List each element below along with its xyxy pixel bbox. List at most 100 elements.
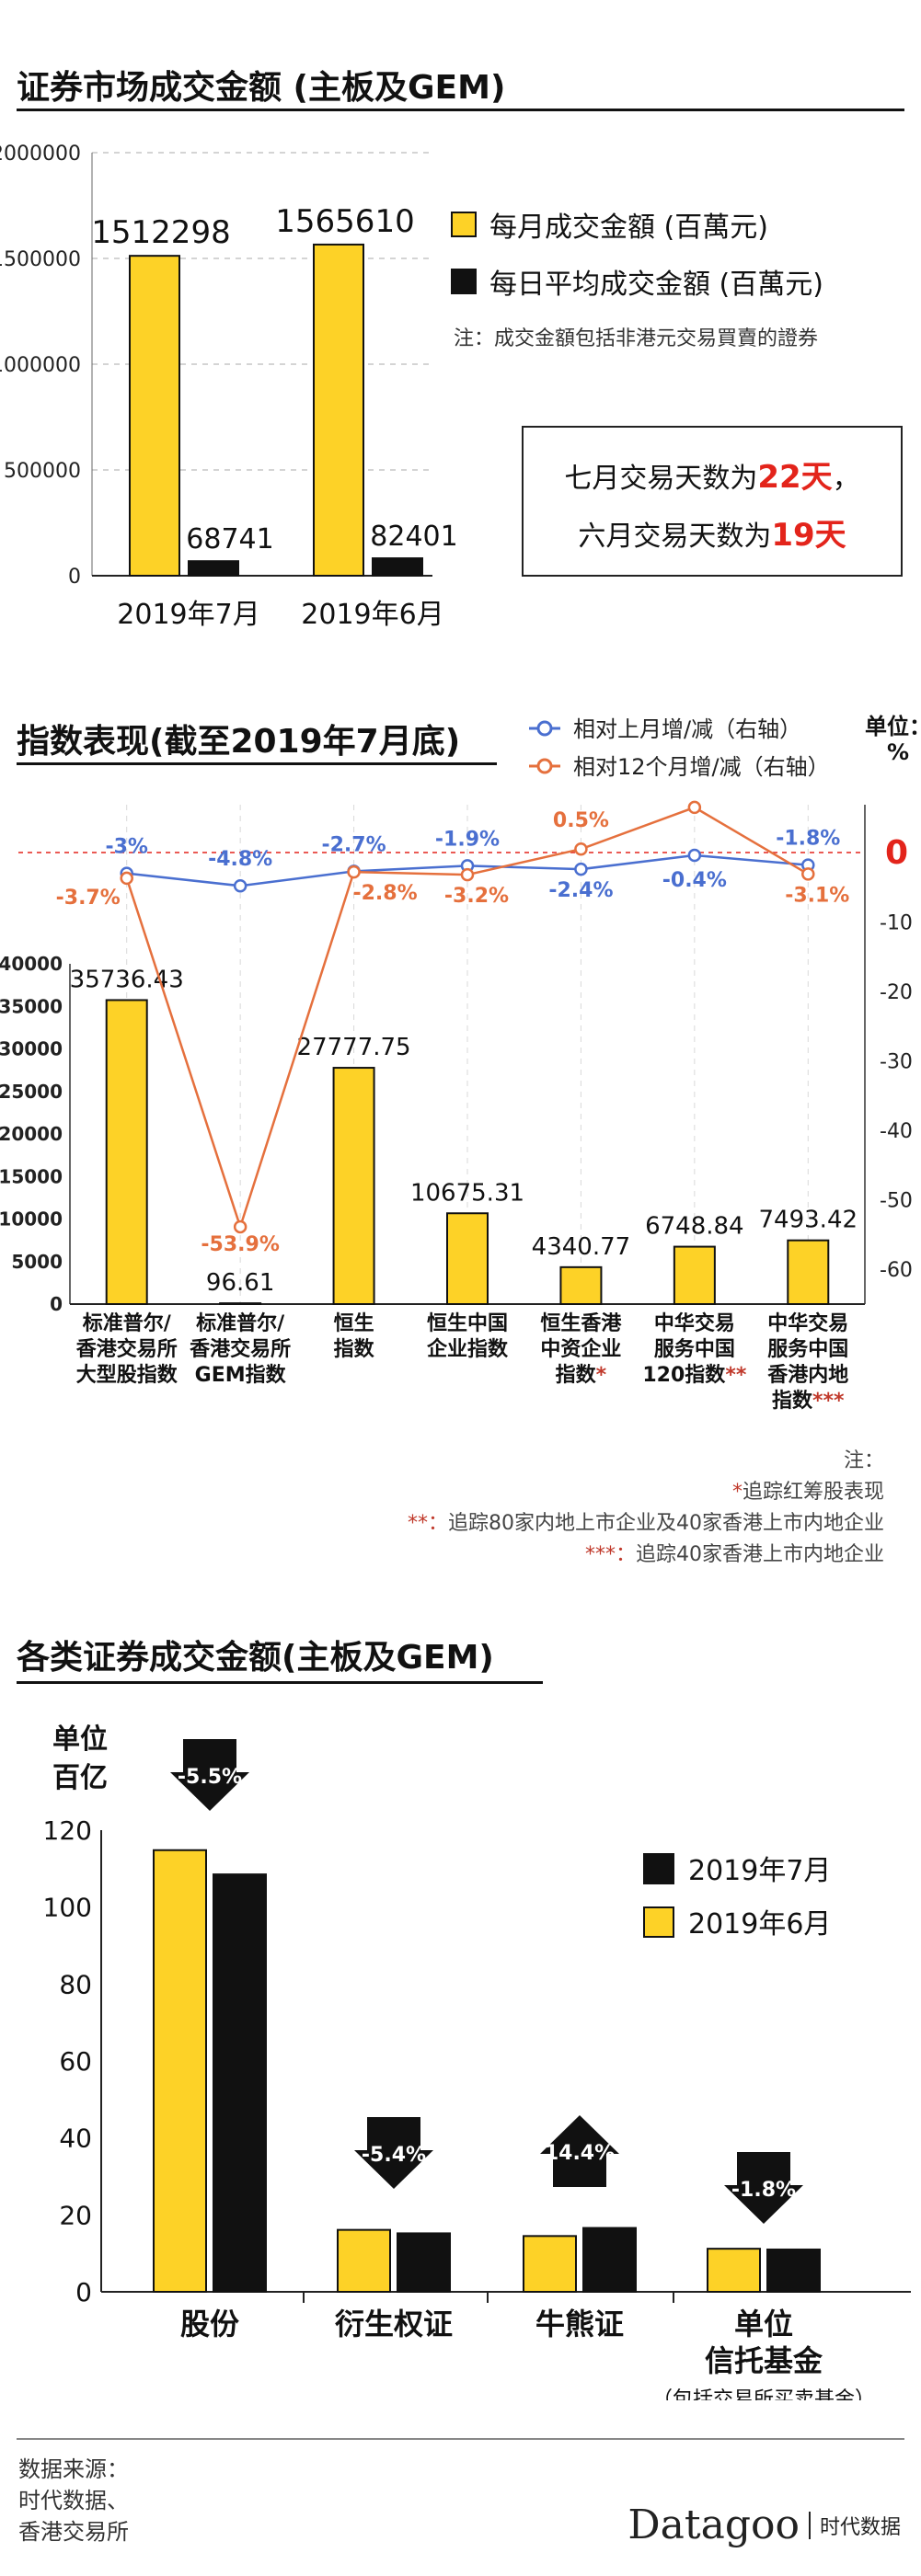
mom-label: -1.9%: [435, 828, 500, 851]
yoy-label: -3.7%: [56, 887, 121, 910]
index-bar-value: 7493.42: [759, 1207, 858, 1234]
up-arrow-icon: [540, 2115, 619, 2187]
securities-bar-july: [397, 2232, 451, 2293]
turnover-note: 注：成交金額包括非港元交易買賣的證券: [454, 327, 819, 350]
securities-y-tick: 100: [43, 1893, 92, 1923]
mom-label: -0.4%: [662, 869, 727, 892]
turnover-bar-monthly: [313, 243, 364, 577]
brand-subtitle: 时代数据: [819, 2515, 901, 2539]
brand-divider: [808, 2511, 811, 2539]
index-bar: [105, 999, 148, 1305]
june-days: 六月交易天数为19天: [524, 509, 901, 555]
turnover-category-label: 2019年6月: [301, 599, 443, 631]
mom-label: -1.8%: [776, 828, 840, 851]
securities-change-label: -5.5%: [178, 1766, 242, 1789]
legend-marker-yoy: [536, 758, 553, 774]
turnover-bar-daily: [188, 560, 239, 578]
index-left-tick: 15000: [0, 1165, 63, 1187]
index-notes-label: 注：: [843, 1449, 884, 1472]
yoy-point: [687, 800, 702, 815]
index-lines: -3% -4.8% -2.7% -1.9% -2.4% -0.4% -1.8% -3.7% -5…: [56, 786, 850, 1256]
june-days-value: 19天: [771, 517, 846, 554]
legend-swatch-monthly: [451, 212, 477, 237]
index-note-2: **：追踪80家内地上市企业及40家香港上市内地企业: [408, 1508, 884, 1540]
index-right-tick: -60: [880, 1259, 913, 1282]
index-bar: [559, 1265, 603, 1306]
mom-label: -3%: [105, 836, 147, 859]
index-bar-value: 10675.31: [410, 1179, 524, 1207]
index-bar: [673, 1245, 716, 1306]
turnover-labels: 1512298 68741 2019年7月 1565610 82401 2019年6月: [91, 203, 457, 631]
turnover-bars: [129, 243, 423, 578]
securities-legend-june-swatch: [643, 1906, 674, 1938]
trading-days-box: 七月交易天数为22天， 六月交易天数为19天: [522, 426, 903, 577]
securities-chart: 0 20 40 60 80 100 120 -5.5% -5.4% 14.4% -1.8% 股份 衍…: [43, 1739, 911, 2400]
index-left-tick: 10000: [0, 1208, 63, 1231]
index-note-2-text: 追踪80家内地上市企业及40家香港上市内地企业: [448, 1512, 884, 1535]
yoy-label: -3.2%: [444, 885, 509, 908]
index-note-2-mark: **：: [407, 1512, 448, 1535]
securities-bar-june: [523, 2235, 577, 2294]
securities-y-tick: 120: [43, 1815, 92, 1846]
yoy-label: 6.5%: [666, 786, 722, 791]
securities-bar-july: [213, 1873, 267, 2293]
securities-category-label: 牛熊证: [535, 2307, 624, 2341]
index-legend: 相对上月增/减（右轴） 相对12个月增/减（右轴）: [529, 716, 830, 780]
july-days-prefix: 七月交易天数为: [564, 463, 758, 495]
yoy-point: [801, 867, 815, 881]
securities-y-tick: 80: [59, 1969, 92, 1999]
turnover-y-tick: 1500000: [0, 248, 81, 271]
securities-change-arrows: -5.5% -5.4% 14.4% -1.8%: [170, 1739, 803, 2224]
index-note-3: ***：追踪40家香港上市内地企业: [408, 1540, 884, 1571]
yoy-point: [120, 871, 133, 886]
turnover-category-label: 2019年7月: [117, 599, 259, 631]
index-bar-value: 4340.77: [532, 1233, 631, 1261]
securities-legend: 2019年7月 2019年6月: [643, 1853, 831, 1941]
index-left-tick: 30000: [0, 1038, 63, 1060]
securities-bars: [153, 1849, 821, 2294]
turnover-bar-monthly: [129, 255, 180, 578]
index-chart: 0 5000 10000 15000 20000 25000 30000 35000 40000…: [0, 786, 913, 1413]
index-notes: 注： *追踪红筹股表现 **：追踪80家内地上市企业及40家香港上市内地企业 *…: [408, 1446, 884, 1571]
turnover-chart: 0 500000 1000000 1500000 2000000 1512298 6874…: [0, 143, 458, 631]
down-arrow-icon: [170, 1739, 249, 1811]
section2-rule: [17, 762, 497, 765]
index-bar: [219, 1302, 262, 1306]
securities-unit-line2: 百亿: [52, 1762, 108, 1794]
securities-legend-june-label: 2019年6月: [688, 1908, 831, 1941]
index-category-label: 恒生中国企业指数: [426, 1311, 509, 1361]
index-bars: 35736.43 96.61 27777.75 10675.31 4340.77 6748…: [70, 966, 858, 1306]
july-days: 七月交易天数为22天，: [524, 452, 901, 497]
june-days-prefix: 六月交易天数为: [578, 521, 772, 553]
legend-label-daily: 每日平均成交金額 (百萬元): [489, 269, 823, 301]
legend-label-yoy: 相对12个月增/减（右轴）: [573, 754, 830, 780]
index-bar-value: 27777.75: [297, 1034, 411, 1061]
yoy-point: [460, 867, 475, 882]
mom-label: -4.8%: [208, 848, 272, 871]
source-note: 数据来源： 时代数据、 香港交易所: [18, 2456, 129, 2545]
index-bar-value: 96.61: [206, 1269, 274, 1297]
securities-change-label: -1.8%: [731, 2179, 796, 2202]
index-right-tick: -10: [880, 912, 913, 935]
july-days-suffix: ，: [832, 463, 860, 495]
index-category-label: 标准普尔/香港交易所大型股指数: [76, 1311, 178, 1387]
legend-label-mom: 相对上月增/减（右轴）: [573, 716, 801, 742]
legend-marker-mom: [536, 720, 553, 737]
index-note-1-text: 追踪红筹股表现: [742, 1481, 884, 1504]
down-arrow-icon: [354, 2117, 433, 2189]
turnover-y-tick: 500000: [4, 460, 81, 483]
turnover-value-daily: 82401: [370, 521, 457, 553]
section1-title: 证券市场成交金额 (主板及GEM): [17, 69, 506, 107]
index-unit-label: 单位：: [865, 714, 921, 739]
mom-label: -2.4%: [548, 879, 613, 902]
securities-change-label: -5.4%: [362, 2144, 426, 2167]
footer-rule: [17, 2438, 904, 2440]
yoy-label: -2.8%: [352, 882, 417, 905]
legend-swatch-daily: [451, 269, 477, 294]
july-days-value: 22天: [757, 459, 833, 496]
section1-rule: [17, 109, 904, 111]
brand-name: Datagoo: [627, 2502, 800, 2548]
index-axes: 0 5000 10000 15000 20000 25000 30000 35000 40000…: [0, 805, 913, 1315]
index-category-label: 恒生香港中资企业指数*: [540, 1311, 622, 1387]
